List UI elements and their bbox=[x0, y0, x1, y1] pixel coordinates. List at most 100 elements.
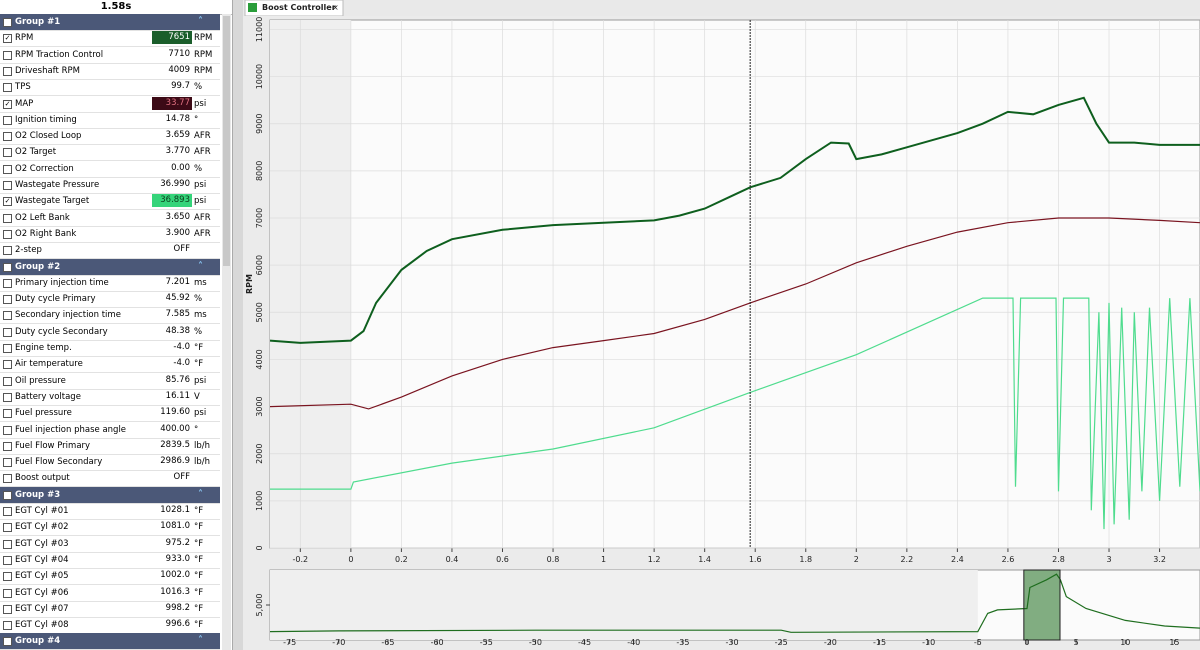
channel-unit: °F bbox=[194, 620, 204, 631]
checkbox[interactable]: ✓ bbox=[3, 197, 12, 207]
channel-unit: ° bbox=[194, 424, 199, 435]
checkbox[interactable] bbox=[3, 360, 12, 370]
channel-row: Boost output OFF bbox=[0, 470, 220, 488]
checkbox[interactable] bbox=[3, 181, 12, 190]
channel-value: 933.0 bbox=[165, 553, 190, 564]
checkbox[interactable] bbox=[3, 66, 12, 76]
checkbox[interactable] bbox=[3, 425, 12, 435]
channel-row: EGT Cyl #06 1016.3 °F bbox=[0, 585, 220, 602]
checkbox[interactable] bbox=[3, 83, 12, 93]
channel-name: O2 Closed Loop bbox=[15, 131, 82, 142]
y-tick-label: 10000 bbox=[255, 64, 264, 89]
channel-row: ✓ RPM 7651 RPM bbox=[0, 30, 220, 48]
checkbox[interactable] bbox=[3, 311, 12, 321]
checkbox[interactable]: ✓ bbox=[3, 34, 12, 44]
group-checkbox[interactable] bbox=[3, 637, 12, 647]
x-tick-label: 3.2 bbox=[1153, 555, 1166, 564]
checkbox[interactable] bbox=[3, 458, 12, 468]
checkbox[interactable] bbox=[3, 213, 12, 223]
channel-unit: psi bbox=[194, 196, 207, 207]
checkbox[interactable] bbox=[3, 229, 12, 239]
checkbox[interactable] bbox=[3, 539, 12, 549]
checkbox[interactable]: ✓ bbox=[3, 99, 12, 109]
channel-value: 14.78 bbox=[165, 113, 190, 124]
collapse-icon: ˄ bbox=[198, 260, 203, 272]
channel-unit: psi bbox=[194, 98, 207, 109]
channel-unit: °F bbox=[194, 506, 204, 516]
checkbox[interactable] bbox=[3, 392, 12, 402]
channel-name: Boost output bbox=[15, 473, 70, 484]
x-tick-label: 5 bbox=[1074, 638, 1079, 647]
channel-unit: psi bbox=[194, 375, 207, 386]
channel-unit: °F bbox=[194, 554, 204, 565]
x-tick-label: 0.2 bbox=[395, 555, 408, 564]
channel-value: 0.00 bbox=[171, 162, 190, 173]
checkbox[interactable] bbox=[3, 295, 12, 305]
checkbox[interactable] bbox=[3, 50, 12, 60]
tab-close[interactable]: × bbox=[332, 3, 339, 12]
checkbox[interactable] bbox=[3, 604, 12, 614]
channel-value: 7651 bbox=[152, 31, 192, 45]
checkbox[interactable] bbox=[3, 115, 12, 125]
channel-row: EGT Cyl #07 998.2 °F bbox=[0, 601, 220, 618]
group-header: Group #3 ˄ bbox=[0, 486, 220, 504]
splitter[interactable] bbox=[232, 0, 243, 650]
channel-value: 3.650 bbox=[165, 211, 190, 222]
y-axis-label: RPM bbox=[245, 274, 254, 294]
checkbox[interactable] bbox=[3, 474, 12, 484]
pre-trigger-shade bbox=[270, 20, 351, 548]
checkbox[interactable] bbox=[3, 621, 12, 631]
group-checkbox[interactable] bbox=[3, 490, 12, 500]
x-tick-label: 3 bbox=[1106, 555, 1111, 564]
checkbox[interactable] bbox=[3, 588, 12, 598]
y-tick-label: 7000 bbox=[255, 208, 264, 228]
scrollbar[interactable] bbox=[222, 14, 231, 650]
x-tick-label: 2 bbox=[854, 555, 859, 564]
checkbox[interactable] bbox=[3, 344, 12, 353]
group-title: Group #4 bbox=[15, 636, 61, 647]
channel-name: EGT Cyl #01 bbox=[15, 506, 69, 516]
channel-row: O2 Target 3.770 AFR bbox=[0, 144, 220, 162]
channel-panel: 1.58s Group #1 ˄ ✓ RPM 7651 RPM RPM Traction C… bbox=[0, 0, 233, 650]
channel-row: Fuel Flow Primary 2839.5 lb/h bbox=[0, 438, 220, 455]
channel-value: 996.6 bbox=[165, 619, 190, 630]
checkbox[interactable] bbox=[3, 523, 12, 533]
channel-name: Fuel Flow Secondary bbox=[15, 457, 103, 468]
checkbox[interactable] bbox=[3, 132, 12, 142]
pre-trigger-shade bbox=[270, 570, 978, 640]
range-selector[interactable] bbox=[1023, 569, 1061, 641]
channel-value: 99.7 bbox=[171, 81, 190, 92]
checkbox[interactable] bbox=[3, 572, 12, 582]
channel-unit: AFR bbox=[194, 147, 211, 158]
channel-row: O2 Left Bank 3.650 AFR bbox=[0, 210, 220, 227]
channel-unit: AFR bbox=[194, 212, 211, 223]
x-tick-label: 0.8 bbox=[547, 555, 560, 564]
channel-value: OFF bbox=[173, 244, 190, 255]
checkbox[interactable] bbox=[3, 409, 12, 419]
x-tick-label: 15 bbox=[1169, 638, 1179, 647]
y-tick-label: 3000 bbox=[255, 396, 264, 416]
channel-value: 33.77 bbox=[152, 96, 192, 110]
channel-name: EGT Cyl #02 bbox=[15, 522, 69, 533]
checkbox[interactable] bbox=[3, 376, 12, 386]
channel-row: 2-step OFF bbox=[0, 242, 220, 260]
group-checkbox[interactable] bbox=[3, 262, 12, 272]
channel-name: Ignition timing bbox=[15, 114, 77, 125]
checkbox[interactable] bbox=[3, 164, 12, 174]
group-checkbox[interactable] bbox=[3, 18, 12, 27]
y-tick-label: 4000 bbox=[255, 349, 264, 369]
checkbox[interactable] bbox=[3, 441, 12, 451]
checkbox[interactable] bbox=[3, 278, 12, 288]
channel-name: MAP bbox=[15, 98, 34, 109]
channel-row: Duty cycle Secondary 48.38% bbox=[0, 324, 220, 341]
checkbox[interactable] bbox=[3, 327, 12, 337]
x-tick-label: -35 bbox=[676, 638, 689, 647]
channel-row: EGT Cyl #08 996.6 °F bbox=[0, 617, 220, 635]
channel-row: O2 Closed Loop 3.659 AFR bbox=[0, 128, 220, 146]
checkbox[interactable] bbox=[3, 148, 12, 158]
checkbox[interactable] bbox=[3, 246, 12, 256]
checkbox[interactable] bbox=[3, 555, 12, 565]
checkbox[interactable] bbox=[3, 507, 12, 516]
channel-row: Oil pressure 85.76 psi bbox=[0, 373, 220, 390]
channel-value: 36.893 bbox=[152, 194, 192, 208]
